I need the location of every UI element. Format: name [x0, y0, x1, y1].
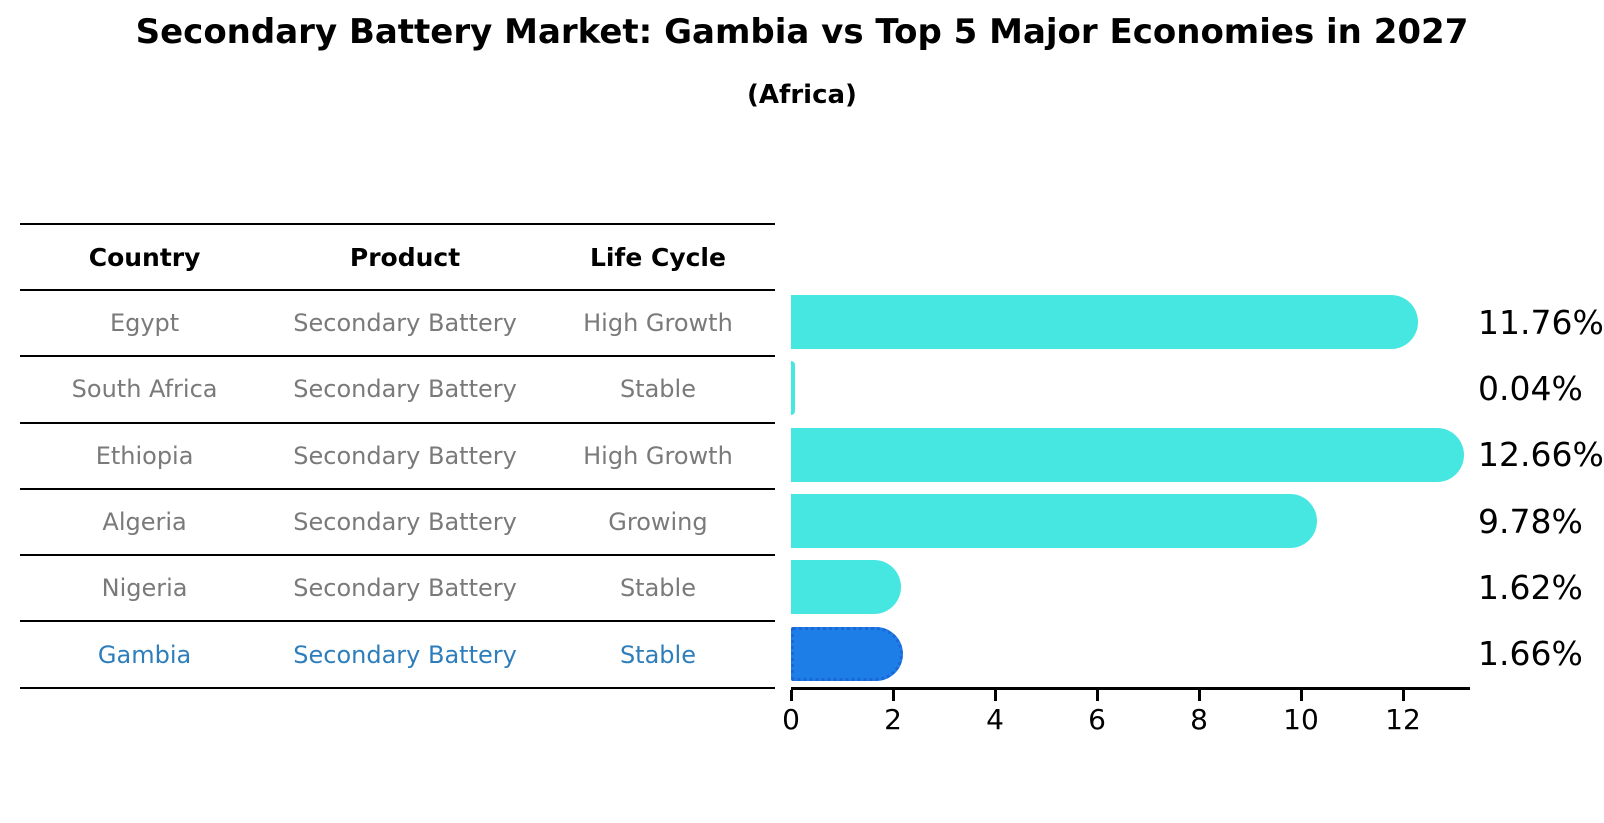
- column-header-country: Country: [88, 242, 201, 272]
- table-cell-life-cycle: High Growth: [583, 309, 733, 338]
- table-cell-life-cycle: Stable: [619, 574, 696, 603]
- table-body: Egypt Secondary Battery High Growth South A…: [20, 291, 775, 689]
- bar-south-africa: [791, 361, 796, 416]
- table-cell-life-cycle: High Growth: [583, 441, 733, 470]
- x-tick-label: 12: [1385, 703, 1421, 736]
- table-cell-life-cycle: Stable: [619, 640, 696, 669]
- x-tick-mark: [892, 690, 895, 701]
- bar-row: [791, 488, 1470, 554]
- bar-row: [791, 355, 1470, 421]
- bar-ethiopia: [791, 427, 1464, 482]
- table-cell-country: Algeria: [102, 508, 187, 537]
- table-cell-product: Secondary Battery: [293, 309, 517, 338]
- page-subtitle: (Africa): [747, 80, 857, 110]
- table-cell-product: Secondary Battery: [293, 640, 517, 669]
- table-row-gambia: Gambia Secondary Battery Stable: [20, 622, 775, 689]
- table-cell-country: Ethiopia: [95, 441, 194, 470]
- value-label-south-africa: 0.04%: [1478, 368, 1583, 408]
- x-tick-label: 6: [1088, 703, 1106, 736]
- table-row-south-africa: South Africa Secondary Battery Stable: [20, 357, 775, 424]
- value-labels: 11.76% 0.04% 12.66% 9.78% 1.62% 1.66%: [1478, 289, 1604, 687]
- table-cell-country: Egypt: [109, 309, 180, 338]
- x-tick-label: 10: [1283, 703, 1319, 736]
- table-cell-product: Secondary Battery: [293, 441, 517, 470]
- x-tick-label: 4: [986, 703, 1004, 736]
- bar-algeria: [791, 493, 1317, 548]
- table-cell-country: South Africa: [71, 375, 218, 404]
- table-row-algeria: Algeria Secondary Battery Growing: [20, 490, 775, 557]
- bar-row: [791, 621, 1470, 687]
- bar-nigeria: [791, 560, 901, 615]
- x-tick-mark: [994, 690, 997, 701]
- bar-row: [791, 554, 1470, 620]
- x-axis: 0 2 4 6 8 10 12: [782, 687, 1470, 747]
- bar-gambia: [791, 626, 903, 681]
- country-table: Country Product Life Cycle Egypt Secondar…: [20, 223, 775, 689]
- table-cell-product: Secondary Battery: [293, 574, 517, 603]
- table-cell-life-cycle: Growing: [608, 508, 708, 537]
- x-tick-label: 8: [1190, 703, 1208, 736]
- x-axis-line: [791, 687, 1470, 690]
- value-label-gambia: 1.66%: [1478, 634, 1583, 674]
- table-header-row: Country Product Life Cycle: [20, 223, 775, 291]
- table-cell-country: Nigeria: [101, 574, 188, 603]
- plot-area: [791, 289, 1470, 687]
- x-tick-mark: [790, 690, 793, 701]
- value-label-nigeria: 1.62%: [1478, 567, 1583, 607]
- column-header-life-cycle: Life Cycle: [589, 242, 726, 272]
- x-tick-label: 2: [884, 703, 902, 736]
- bar-row: [791, 289, 1470, 355]
- table-row-ethiopia: Ethiopia Secondary Battery High Growth: [20, 424, 775, 490]
- x-tick-label: 0: [782, 703, 800, 736]
- x-tick-mark: [1402, 690, 1405, 701]
- table-cell-product: Secondary Battery: [293, 508, 517, 537]
- table-row-nigeria: Nigeria Secondary Battery Stable: [20, 556, 775, 623]
- bar-row: [791, 422, 1470, 488]
- x-tick-mark: [1096, 690, 1099, 701]
- value-label-algeria: 9.78%: [1478, 501, 1583, 541]
- x-tick-mark: [1300, 690, 1303, 701]
- table-cell-life-cycle: Stable: [619, 375, 696, 404]
- table-cell-product: Secondary Battery: [293, 375, 517, 404]
- table-cell-country: Gambia: [97, 640, 192, 669]
- value-label-ethiopia: 12.66%: [1478, 435, 1604, 475]
- page-title: Secondary Battery Market: Gambia vs Top …: [135, 12, 1469, 52]
- value-label-egypt: 11.76%: [1478, 302, 1604, 342]
- table-row-egypt: Egypt Secondary Battery High Growth: [20, 291, 775, 358]
- column-header-product: Product: [349, 242, 461, 272]
- bar-egypt: [791, 295, 1418, 349]
- x-tick-mark: [1198, 690, 1201, 701]
